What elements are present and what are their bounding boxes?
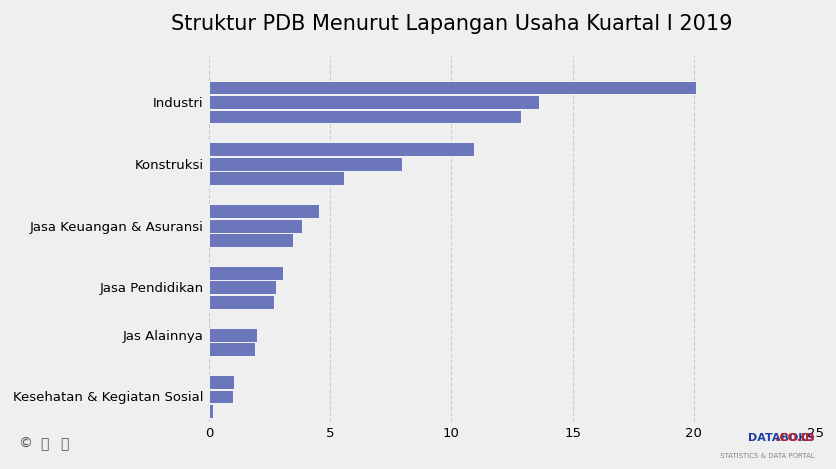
Bar (209, 110, 521, 123)
Text: Ⓢ: Ⓢ (40, 437, 48, 451)
Text: DATABOKS: DATABOKS (747, 433, 814, 443)
Text: STATISTICS & DATA PORTAL: STATISTICS & DATA PORTAL (720, 453, 814, 459)
Bar (209, 266, 283, 280)
Text: .CO.ID: .CO.ID (721, 433, 814, 443)
Bar (209, 81, 696, 94)
Bar (209, 328, 257, 341)
Bar (209, 219, 303, 233)
Bar (209, 171, 344, 185)
Bar (209, 95, 538, 109)
Bar (209, 375, 234, 389)
Text: ©: © (18, 437, 33, 451)
Bar (209, 404, 212, 418)
Bar (209, 280, 276, 295)
Bar (209, 233, 293, 247)
Text: Ⓢ: Ⓢ (60, 437, 69, 451)
Bar (209, 157, 402, 171)
Bar (209, 390, 233, 403)
Text: Struktur PDB Menurut Lapangan Usaha Kuartal I 2019: Struktur PDB Menurut Lapangan Usaha Kuar… (171, 14, 732, 34)
Bar (209, 142, 475, 156)
Bar (209, 295, 274, 309)
Bar (209, 204, 319, 218)
Bar (209, 342, 255, 356)
